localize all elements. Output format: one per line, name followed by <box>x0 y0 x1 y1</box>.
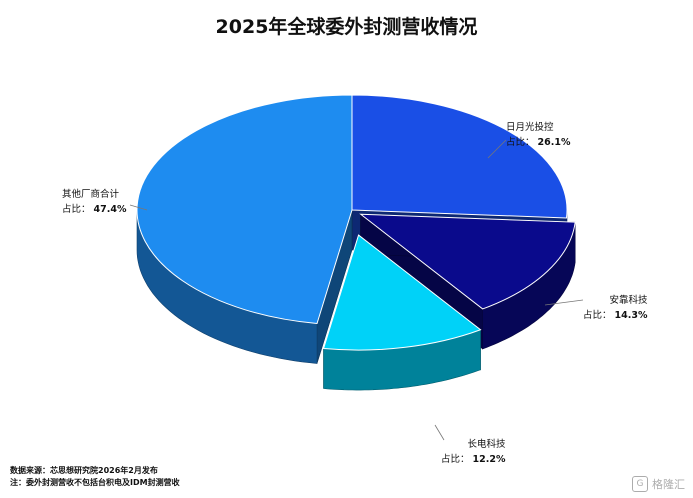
leader-line-2 <box>434 424 445 441</box>
chart-title: 2025年全球委外封测营收情况 <box>215 16 478 38</box>
source-note: 数据来源：芯思想研究院2026年2月发布 <box>10 466 158 475</box>
slice-percent: 47.4% <box>93 204 127 215</box>
slice-label-asex: 日月光投控 占比： 26.1% <box>506 120 571 150</box>
slice-prefix: 占比： <box>441 454 470 465</box>
slice-prefix: 占比： <box>583 310 612 321</box>
slice-amkor <box>359 213 576 310</box>
leader-line-1 <box>544 299 584 306</box>
slice-label-others: 其他厂商合计 占比： 47.4% <box>62 187 127 217</box>
slice-prefix: 占比： <box>506 137 535 148</box>
watermark-text: 格隆汇 <box>652 478 685 491</box>
slice-name: 其他厂商合计 <box>62 189 120 200</box>
slice-label-jcet: 长电科技 占比： 12.2% <box>441 437 506 467</box>
leader-line-0 <box>487 139 507 159</box>
slice-name: 长电科技 <box>467 439 506 450</box>
footnote: 注：委外封测营收不包括台积电及IDM封测营收 <box>10 478 180 487</box>
gelonghui-logo-icon: G <box>632 476 648 492</box>
slice-others <box>136 94 353 325</box>
footer: 数据来源：芯思想研究院2026年2月发布 注：委外封测营收不包括台积电及IDM封… <box>10 465 180 489</box>
slice-percent: 26.1% <box>537 137 571 148</box>
watermark: G 格隆汇 <box>632 476 685 492</box>
slice-percent: 14.3% <box>614 310 648 321</box>
slice-prefix: 占比： <box>62 204 91 215</box>
leader-line-3 <box>129 204 148 211</box>
slice-jcet <box>322 234 482 351</box>
slice-label-amkor: 安靠科技 占比： 14.3% <box>583 293 648 323</box>
slice-asex <box>351 94 568 219</box>
slice-name: 日月光投控 <box>506 122 554 133</box>
slice-percent: 12.2% <box>472 454 506 465</box>
slice-name: 安靠科技 <box>609 295 648 306</box>
